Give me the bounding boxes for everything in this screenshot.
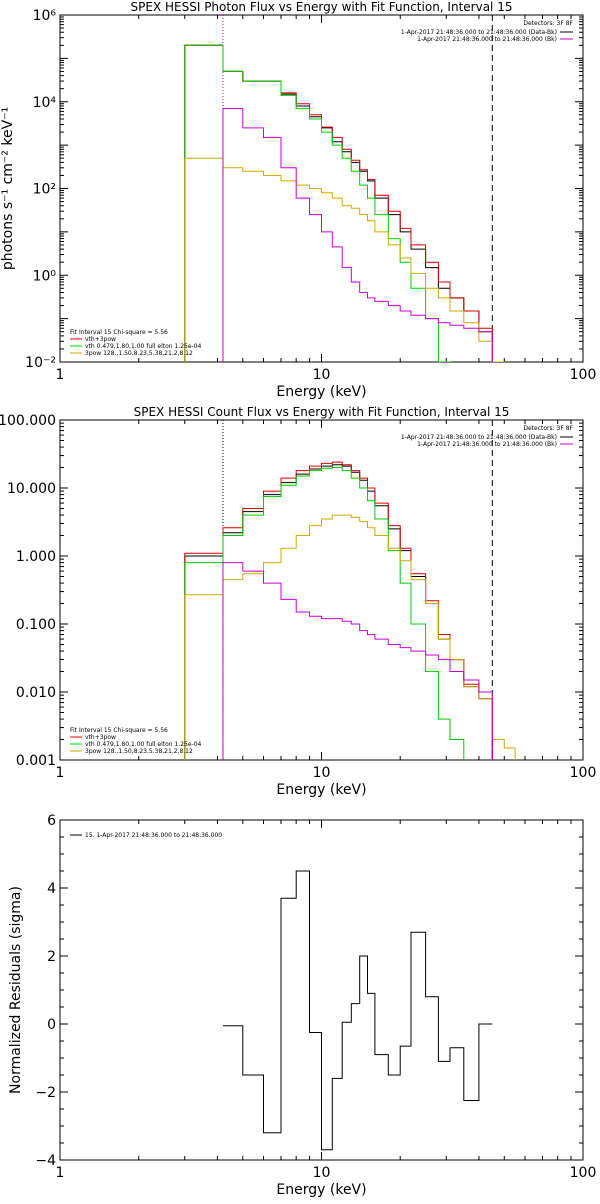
series-line-2 — [184, 44, 493, 362]
legend-header: Detectors: 3F 8F — [523, 20, 573, 27]
x-axis-label: Energy (keV) — [276, 782, 366, 798]
series-group — [184, 44, 505, 362]
legend-entry-label: vth+3pow — [85, 734, 116, 741]
legend-header: Detectors: 3F 8F — [523, 425, 573, 432]
series-line-3 — [184, 44, 451, 362]
legend-top-right: Detectors: 3F 8F 1-Apr-2017 21:48:36.000 … — [401, 20, 574, 43]
series-line-5 — [222, 562, 493, 760]
x-tick-label: 10 — [313, 1165, 331, 1181]
y-tick-label: 0.100 — [16, 617, 56, 633]
series-line-1 — [223, 870, 493, 1151]
legend-entry-label: 1-Apr-2017 21:48:36.000 to 21:48:36.000 … — [417, 441, 557, 448]
series-line-3 — [184, 467, 465, 760]
y-tick-label: 100.000 — [0, 413, 56, 429]
legend-entry-label: 3pow 128.,1.50,8.23,5.38,21.2,8.12 — [85, 350, 193, 357]
legend-top-left: 15. 1-Apr-2017 21:48:36.000 to 21:48:36.… — [70, 832, 222, 839]
x-tick-label: 10 — [313, 765, 331, 781]
x-tick-label: 1 — [56, 1165, 65, 1181]
y-axis-label: photons s⁻¹ cm⁻² keV⁻¹ — [0, 107, 16, 270]
x-axis-label: Energy (keV) — [276, 1182, 366, 1198]
y-tick-label: 0 — [47, 1017, 56, 1033]
legend-entry-label: 3pow 128.,1.50,8.23,5.38,21.2,8.12 — [85, 748, 193, 755]
series-group — [184, 461, 516, 760]
y-tick-label: 10.000 — [7, 481, 56, 497]
legend-entry-label: 1-Apr-2017 21:48:36.000 to 21:48:36.000 … — [401, 434, 557, 441]
series-group — [223, 870, 493, 1151]
y-axis-label: Normalized Residuals (sigma) — [8, 886, 24, 1094]
chart-panel-3: 1 10 100 Energy (keV) −4 −2 0 2 4 6 Normalized Res… — [8, 813, 596, 1198]
x-tick-label: 100 — [570, 1165, 597, 1181]
x-tick-label: 1 — [56, 765, 65, 781]
series-line-2 — [184, 461, 493, 760]
legend-bottom-left: Fit Interval 15 Chi-square = 5.56vth+3po… — [70, 329, 202, 357]
legend-entry-label: 1-Apr-2017 21:48:36.000 to 21:48:36.000 … — [417, 36, 557, 43]
y-tick-label: 10⁴ — [33, 95, 57, 111]
legend-header: Fit Interval 15 Chi-square = 5.56 — [70, 727, 168, 734]
legend-entry-label: 1-Apr-2017 21:48:36.000 to 21:48:36.000 … — [401, 29, 557, 36]
y-tick-label: 1.000 — [16, 549, 56, 565]
y-tick-label: 2 — [47, 949, 56, 965]
legend-bottom-left: Fit Interval 15 Chi-square = 5.56vth+3po… — [70, 727, 202, 755]
x-tick-label: 10 — [313, 367, 331, 383]
series-line-4 — [184, 514, 516, 760]
y-tick-label: 4 — [47, 881, 56, 897]
x-axis-label: Energy (keV) — [276, 384, 366, 400]
chart-title: SPEX HESSI Photon Flux vs Energy with Fi… — [131, 0, 513, 14]
legend-entry-label: vth 0.479,1.80,1.00 full elton 1.25e-04 — [85, 343, 202, 350]
series-line-1 — [184, 44, 493, 362]
y-tick-label: 6 — [47, 813, 56, 829]
chart-panel-1: SPEX HESSI Photon Flux vs Energy with Fi… — [0, 0, 597, 400]
y-tick-label: −2 — [35, 1085, 56, 1101]
y-tick-label: 10⁶ — [33, 8, 57, 24]
series-line-1 — [184, 464, 493, 760]
x-tick-label: 100 — [570, 765, 597, 781]
legend-entry-label: vth+3pow — [85, 336, 116, 343]
y-tick-label: 0.010 — [16, 685, 56, 701]
legend-entry-label: vth 0.479,1.80,1.00 full elton 1.25e-04 — [85, 741, 202, 748]
y-tick-label: −4 — [35, 1153, 56, 1169]
y-tick-label: 10² — [33, 182, 56, 198]
legend-header: Fit Interval 15 Chi-square = 5.56 — [70, 329, 168, 336]
chart-title: SPEX HESSI Count Flux vs Energy with Fit… — [134, 405, 510, 419]
x-tick-label: 100 — [570, 367, 597, 383]
x-tick-label: 1 — [56, 367, 65, 383]
y-tick-label: 0.001 — [16, 753, 56, 769]
legend-entry-label: 15. 1-Apr-2017 21:48:36.000 to 21:48:36.… — [85, 832, 222, 839]
legend-top-right: Detectors: 3F 8F 1-Apr-2017 21:48:36.000 … — [401, 425, 574, 448]
series-line-4 — [184, 157, 505, 362]
chart-panel-2: SPEX HESSI Count Flux vs Energy with Fit… — [0, 405, 596, 798]
series-line-5 — [222, 108, 493, 362]
y-tick-label: 10⁰ — [33, 268, 57, 284]
y-tick-label: 10⁻² — [25, 355, 56, 371]
